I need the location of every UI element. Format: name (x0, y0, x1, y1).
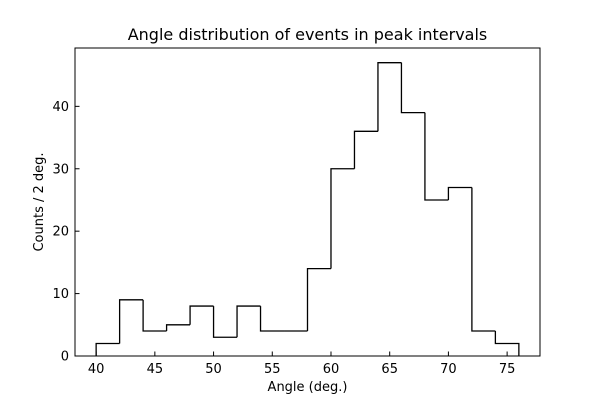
histogram-bin-outline (212, 306, 238, 338)
histogram-bin-outline (424, 112, 449, 201)
y-tick-label: 0 (61, 350, 69, 365)
y-axis: 0 10 20 30 40 (52, 100, 80, 365)
y-tick-label: 10 (52, 287, 69, 302)
x-tick-label: 45 (147, 362, 164, 377)
histogram-bin-outline (306, 267, 331, 332)
x-tick-label: 70 (440, 362, 457, 377)
histogram-bin-outline (494, 331, 520, 356)
x-tick-label: 40 (88, 362, 105, 377)
plot-area (95, 62, 520, 356)
y-tick-label: 20 (52, 225, 69, 240)
x-axis: 40 45 50 55 60 65 70 75 (88, 351, 516, 377)
histogram-bin-outline (189, 305, 214, 325)
histogram-bin (424, 112, 449, 201)
y-tick-label: 40 (52, 100, 69, 115)
histogram-bin-outline (353, 130, 378, 169)
chart-title: Angle distribution of events in peak int… (128, 25, 488, 44)
histogram-bin (494, 331, 520, 356)
histogram-bin (377, 62, 402, 132)
histogram-bin-outline (259, 306, 285, 332)
histogram-bin-outline (447, 186, 472, 200)
histogram-bin-outline (118, 299, 144, 344)
x-tick-label: 55 (264, 362, 281, 377)
histogram-bin (95, 342, 120, 356)
histogram-bin (118, 299, 144, 344)
histogram-bin-outline (400, 62, 425, 114)
histogram-bin (471, 187, 496, 332)
y-axis-label: Counts / 2 deg. (32, 152, 47, 251)
histogram-bin-outline (330, 168, 355, 269)
histogram-bin-outline (471, 187, 496, 332)
x-tick-label: 50 (205, 362, 222, 377)
histogram-bin (330, 168, 355, 269)
histogram-bin (165, 324, 191, 332)
x-tick-label: 60 (323, 362, 340, 377)
y-tick-label: 30 (52, 162, 69, 177)
histogram-bin (142, 299, 167, 332)
plot-frame (74, 47, 541, 357)
x-tick-label: 75 (499, 362, 516, 377)
histogram-bin-outline (142, 299, 167, 332)
histogram-bin (259, 306, 285, 332)
histogram-bin (400, 62, 425, 114)
histogram-bin-outline (95, 342, 120, 356)
histogram-bin-outline (377, 62, 402, 132)
histogram-bin (189, 305, 214, 325)
histogram-bin-outline (236, 305, 261, 338)
histogram-bin (447, 186, 472, 200)
x-axis-label: Angle (deg.) (268, 380, 348, 395)
histogram-bin (236, 305, 261, 338)
x-tick-label: 65 (381, 362, 398, 377)
histogram-bin (212, 306, 238, 338)
histogram-bin (306, 267, 331, 332)
histogram-bin-outline (165, 324, 191, 332)
histogram-bin (353, 130, 378, 169)
